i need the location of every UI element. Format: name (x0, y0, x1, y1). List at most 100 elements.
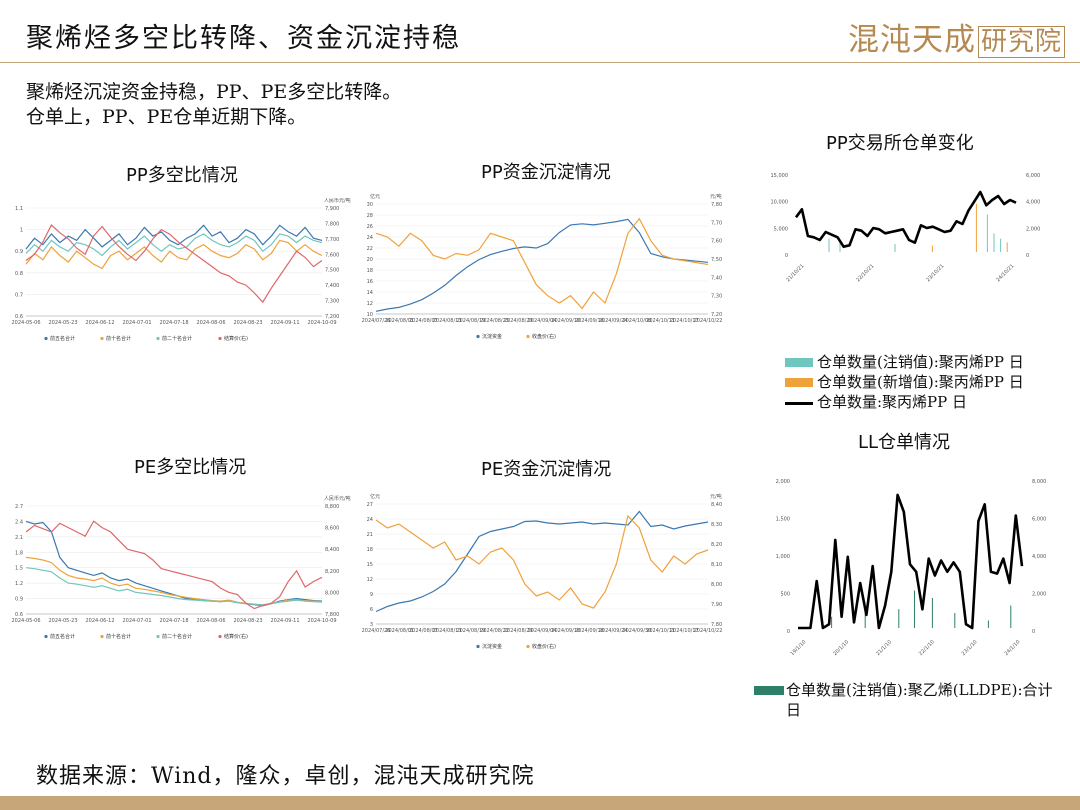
x-tick: 2024/08/01 (385, 628, 414, 634)
y-tick-left: 18 (367, 547, 373, 553)
y-tick-left: 0 (785, 253, 788, 259)
data-source: 数据来源：Wind，隆众，卓创，混沌天成研究院 (36, 764, 535, 789)
y-tick-right: 7,800 (711, 622, 722, 628)
legend-label: 仓单数量:聚丙烯PP 日 (817, 393, 968, 411)
x-tick: 2024-08-23 (233, 320, 262, 326)
x-tick: 2024/09/30 (622, 628, 651, 634)
legend-label: 前十名合计 (106, 633, 131, 640)
y-tick-right: 7,200 (711, 312, 722, 318)
legend-label: 仓单数量(新增值):聚丙烯PP 日 (817, 373, 1024, 391)
series-line (25, 520, 323, 610)
series-line (25, 567, 323, 606)
x-tick: 2024/10/17 (670, 628, 699, 634)
pp-warrants-chart: 15,000 10,000 5,000 0 6,000 4,000 2,000 0 21/10/… (771, 173, 1041, 283)
y-tick-left: 0 (787, 629, 790, 635)
y-tick-left: 1.5 (15, 566, 23, 572)
y-tick-right: 6,000 (1032, 517, 1046, 523)
series-line (25, 520, 323, 607)
pp-funds-chart: 30 28 26 24 22 20 18 16 14 12 10 7,800 7,700 7,600 7,5… (362, 193, 722, 340)
x-tick: 2024-08-06 (196, 320, 225, 326)
y-tick-right: 7,600 (325, 252, 339, 258)
y-tick-right: 8,200 (711, 542, 722, 548)
y-tick-left: 16 (367, 279, 373, 285)
x-tick: 2024/08/13 (433, 628, 462, 634)
x-tick: 2024/10/11 (646, 628, 675, 634)
y-tick-left: 14 (367, 290, 373, 296)
y-tick-left: 2.4 (15, 519, 23, 525)
series-line (375, 510, 709, 613)
y-tick-left: 3 (370, 622, 373, 628)
x-tick: 2024-07-01 (122, 618, 151, 624)
chart-title-pp-funds: PP资金沉淀情况 (481, 162, 611, 183)
x-tick: 2024/10/22 (694, 628, 722, 634)
y-tick-left: 28 (367, 213, 373, 219)
y-tick-right: 7,800 (325, 221, 339, 227)
x-tick: 2024/09/04 (528, 628, 557, 634)
ll-warrants-legend: 仓单数量(注销值):聚乙烯(LLDPE):合计 日 (754, 680, 1074, 720)
pe-funds-chart: 27 24 21 18 15 12 9 6 3 8,400 8,300 8,200 8,100 8,000… (362, 493, 722, 650)
y-tick-left: 1.8 (15, 550, 23, 556)
y-tick-left: 2.1 (15, 535, 23, 541)
y-tick-right: 2,000 (1032, 592, 1046, 598)
legend-swatch-new (785, 378, 813, 387)
x-tick: 2024/08/19 (456, 628, 485, 634)
x-tick: 2024/07/26 (362, 318, 390, 324)
x-tick: 2024/10/11 (646, 318, 675, 324)
y-tick-left: 30 (367, 202, 373, 208)
pp-long-short-chart: 1.1 1 0.9 0.8 0.7 0.6 7,900 7,800 7,700 7,600 7,50… (11, 198, 350, 342)
legend-marker (526, 334, 530, 339)
y-tick-left: 12 (367, 301, 373, 307)
legend-marker (44, 336, 48, 341)
y-label-right: 元/吨 (710, 193, 722, 200)
series-line (25, 224, 323, 304)
x-tick: 2024/10/08 (622, 318, 651, 324)
legend-marker (526, 644, 530, 649)
y-tick-left: 1.2 (15, 581, 23, 587)
y-tick-right: 7,500 (711, 257, 722, 263)
chart-legend: 前五名合计 前十名合计 前二十名合计 结算价(右) (44, 633, 248, 640)
x-tick: 2024/09/04 (528, 318, 557, 324)
y-tick-left: 6 (370, 607, 373, 613)
y-tick-left: 27 (367, 502, 373, 508)
x-tick: 2024/07/26 (362, 628, 390, 634)
y-tick-left: 26 (367, 224, 373, 230)
y-tick-right: 4,000 (1032, 554, 1046, 560)
legend-marker (218, 336, 222, 341)
chart-title-ll-warrants: LL仓单情况 (858, 432, 951, 453)
legend-label: 结算价(右) (224, 335, 248, 342)
y-tick-right: 0 (1026, 253, 1029, 259)
x-tick: 2024/09/18 (575, 318, 604, 324)
y-tick-left: 2.7 (15, 504, 23, 510)
legend-label: 前二十名合计 (162, 633, 192, 640)
x-tick: 2024-08-23 (233, 618, 262, 624)
legend-item: 仓单数量(注销值):聚乙烯(LLDPE):合计 (754, 680, 1074, 700)
y-tick-right: 8,000 (1032, 479, 1046, 485)
x-tick: 2024/09/10 (551, 318, 580, 324)
x-tick: 2024-06-12 (85, 618, 114, 624)
y-tick-right: 8,200 (325, 569, 339, 575)
x-tick: 2024-05-06 (11, 320, 40, 326)
legend-label: 收盘价(右) (532, 643, 556, 650)
y-label-right: 人民币元/吨 (324, 495, 351, 502)
y-label-right: 元/吨 (710, 493, 722, 500)
y-tick-right: 2,000 (1026, 226, 1040, 232)
x-tick: 2024/09/24 (599, 318, 628, 324)
legend-marker (100, 634, 104, 639)
legend-label: 前二十名合计 (162, 335, 192, 342)
y-tick-left: 0.9 (15, 249, 23, 255)
y-tick-right: 8,400 (325, 547, 339, 553)
x-tick: 2024-07-01 (122, 320, 151, 326)
y-tick-left: 500 (780, 592, 790, 598)
y-tick-left: 20 (367, 257, 373, 263)
y-tick-left: 0.8 (15, 271, 23, 277)
y-tick-right: 7,800 (325, 612, 339, 618)
x-tick: 19/1/10 (790, 639, 808, 657)
y-tick-right: 8,800 (325, 504, 339, 510)
y-tick-left: 0.7 (15, 292, 23, 298)
series-line (25, 224, 323, 250)
legend-marker (100, 336, 104, 341)
x-tick: 2024-07-18 (159, 618, 188, 624)
x-tick: 2024/08/23 (480, 318, 509, 324)
intro-line-1: 聚烯烃沉淀资金持稳，PP、PE多空比转降。 (26, 81, 402, 103)
chart-title-pp-ls: PP多空比情况 (126, 165, 238, 186)
